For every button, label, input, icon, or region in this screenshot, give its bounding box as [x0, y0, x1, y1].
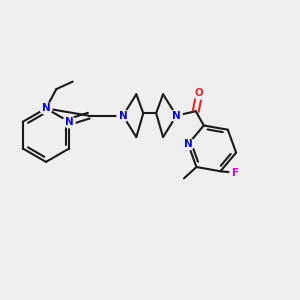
Text: O: O [195, 88, 204, 98]
Circle shape [40, 102, 52, 114]
Circle shape [230, 167, 242, 179]
Circle shape [182, 138, 194, 150]
Text: N: N [118, 111, 127, 121]
Text: N: N [65, 117, 74, 127]
Text: N: N [172, 111, 181, 121]
Circle shape [117, 110, 129, 122]
Text: N: N [42, 103, 50, 113]
Circle shape [63, 116, 75, 128]
Text: F: F [232, 168, 239, 178]
Circle shape [170, 110, 182, 122]
Circle shape [194, 87, 205, 99]
Text: N: N [184, 139, 193, 149]
